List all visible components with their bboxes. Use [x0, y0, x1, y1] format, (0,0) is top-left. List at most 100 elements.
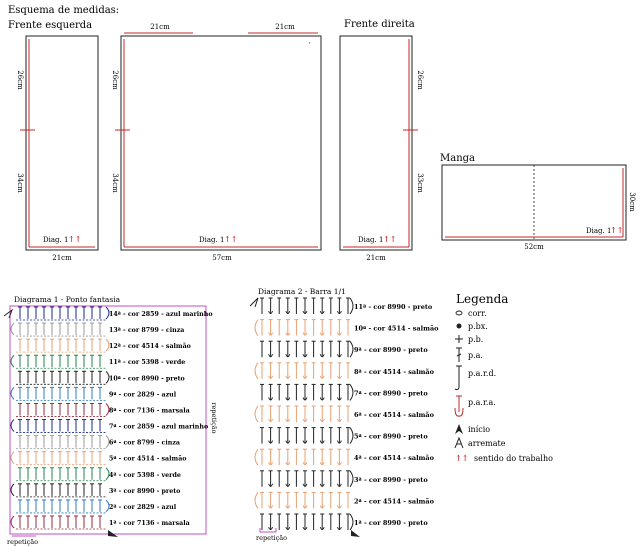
post-hook [285, 397, 291, 401]
diagram1-stitch-grid [10, 306, 110, 530]
fasten-off-icon [454, 436, 464, 449]
post-hook [268, 526, 274, 530]
post-hook [319, 505, 325, 509]
diagram2-row-label: 2ª - cor 4514 - salmão [354, 497, 435, 505]
diagram2-row [260, 513, 354, 531]
diagram1-row [16, 306, 110, 321]
diagram1-row [10, 483, 106, 498]
post-hook [268, 375, 274, 379]
legend-label-7: arremate [468, 439, 506, 448]
back-top-right: 21cm [275, 23, 295, 31]
start-arrow-icon [455, 424, 463, 434]
single-crochet-icon [455, 335, 463, 343]
legend-label-5: p.a.r.a. [468, 398, 496, 407]
diagram2-row-label: 9ª - cor 8990 - preto [354, 346, 428, 354]
back-height-top: 26cm [111, 70, 119, 90]
diagram1-row-label: 3ª - cor 8990 - preto [109, 488, 180, 495]
diagram1-repeat-frame [9, 305, 207, 535]
diagram2-row-label: 5ª - cor 8990 - preto [354, 433, 428, 441]
diagram1-title: Diagrama 1 - Ponto fantasia [14, 295, 121, 304]
post-hook [319, 375, 325, 379]
post-hook [336, 462, 342, 466]
diagram2-row [260, 427, 354, 444]
turning-chain [10, 322, 15, 336]
post-hook [285, 332, 291, 336]
slip-stitch-icon [456, 323, 462, 329]
post-hook [302, 332, 308, 336]
diagram2-row-labels: 11ª - cor 8990 - preto 10ª - cor 4514 - s… [354, 303, 439, 527]
post-hook [319, 418, 325, 422]
legend-label-2: p.b. [468, 335, 483, 344]
diagram1-row [16, 499, 110, 514]
legend-label-6: início [468, 425, 490, 434]
post-hook [336, 483, 342, 487]
post-hook [319, 397, 325, 401]
diagram1-repeat-bottom: repetição [7, 538, 38, 546]
start-arrow-icon [351, 530, 360, 537]
back-height-bottom: 34cm [111, 173, 119, 193]
legend-title: Legenda [456, 292, 508, 306]
legend-label-8: sentido do trabalho [474, 454, 553, 463]
turning-chain [105, 306, 110, 320]
diagram1-row-label: 7ª - cor 2859 - azul marinho [109, 424, 208, 431]
post-hook [268, 483, 274, 487]
post-hook [285, 505, 291, 509]
post-hook [336, 397, 342, 401]
diagram1-row [16, 435, 110, 450]
diagram1-row-label: 14ª - cor 2859 - azul marinho [109, 311, 213, 318]
diagram1-row-label: 11ª - cor 5398 - verde [109, 359, 185, 366]
post-hook [268, 310, 274, 314]
turning-chain [105, 403, 110, 416]
back-top-left: 21cm [150, 23, 170, 31]
post-hook [268, 332, 274, 336]
post-hook [336, 375, 342, 379]
post-hook [302, 483, 308, 487]
diagram1-row-label: 12ª - cor 4514 - salmão [109, 343, 191, 350]
legend-label-3: p.a. [468, 351, 483, 360]
post-hook [285, 483, 291, 487]
post-hook [302, 354, 308, 358]
direction-arrows-icon: ↑↑ [224, 235, 237, 244]
post-hook [302, 310, 308, 314]
sleeve-piece: Manga 30cm 52cm Diag. 1 ↑↑ [440, 153, 636, 251]
diagram2-row-label: 4ª - cor 4514 - salmão [354, 454, 435, 462]
diagram-2: Diagrama 2 - Barra 1/1 11ª - cor 8990 - … [249, 287, 439, 542]
post-hook [319, 354, 325, 358]
diagram1-row-label: 1ª - cor 7136 - marsala [109, 520, 190, 527]
diagram1-row [10, 419, 106, 433]
diagram2-row [254, 319, 350, 336]
diagram2-row [254, 491, 350, 509]
turning-chain [349, 297, 354, 315]
post-hook [336, 310, 342, 314]
right-front-width: 21cm [366, 254, 386, 262]
post-hook [336, 354, 342, 358]
post-hook [302, 418, 308, 422]
diagram2-row [260, 383, 354, 401]
schema-title: Esquema de medidas: [8, 5, 119, 16]
diagram1-row [16, 402, 110, 417]
legend-label-4: p.a.r.d. [468, 369, 496, 378]
fasten-off-icon [3, 308, 14, 319]
post-hook [319, 483, 325, 487]
post-hook [268, 440, 274, 444]
front-post-icon [454, 365, 462, 391]
diagram2-row [254, 362, 350, 380]
diagram1-row [10, 515, 106, 530]
diagram2-row [260, 340, 354, 358]
sleeve-height: 30cm [628, 192, 636, 212]
left-front-height-top: 26cm [16, 70, 24, 90]
turning-chain [254, 319, 259, 336]
post-hook [285, 354, 291, 358]
diagram1-row [16, 338, 110, 353]
direction-arrows-icon: ↑↑ [455, 454, 468, 463]
right-front-outline [339, 35, 413, 251]
right-front-piece: Frente direita 26cm 33cm 21cm Diag. 1 ↑↑ [339, 19, 424, 262]
right-front-diag: Diag. 1 [358, 236, 383, 244]
turning-chain [349, 384, 354, 401]
left-front-diag: Diag. 1 [43, 236, 68, 244]
diagram1-row [10, 322, 106, 337]
diagram1-row [10, 386, 106, 401]
diagram1-row-label: 9ª - cor 2829 - azul [109, 391, 177, 398]
post-hook [302, 397, 308, 401]
